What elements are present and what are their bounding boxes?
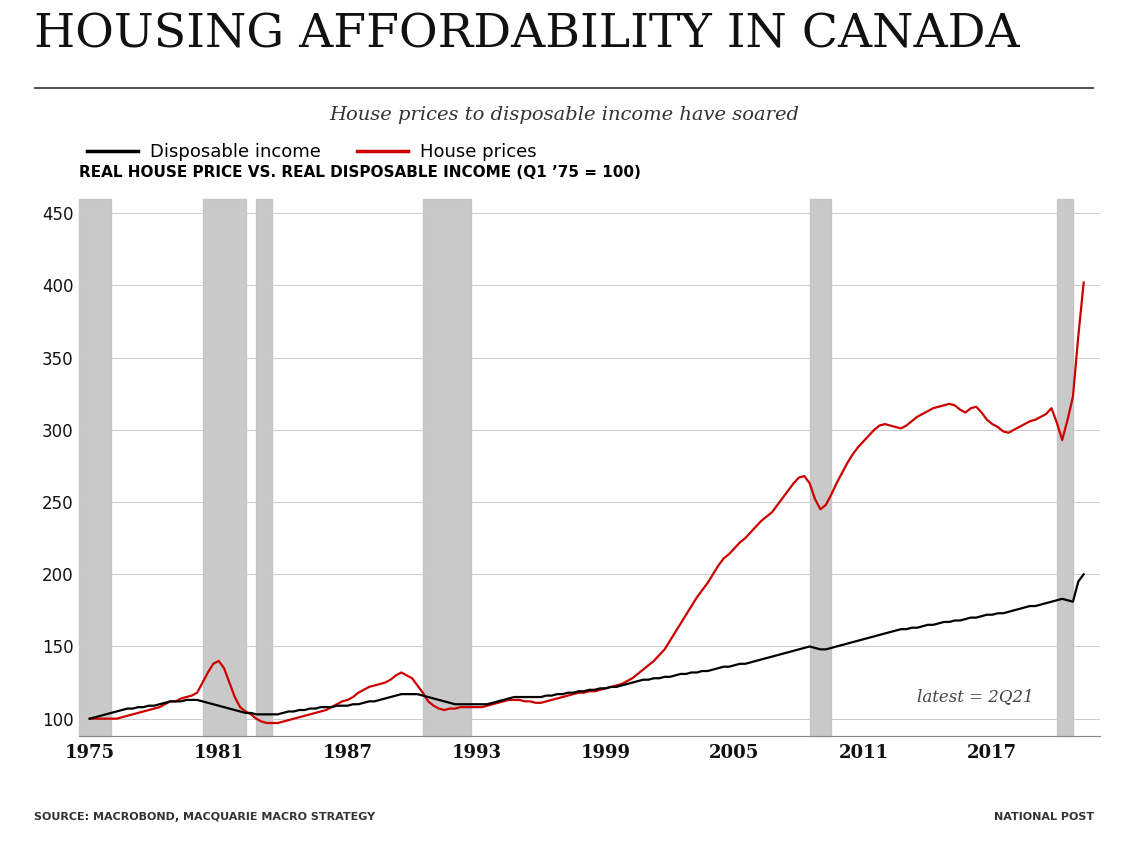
Bar: [79, 199, 112, 736]
Text: latest = 2Q21: latest = 2Q21: [917, 689, 1034, 706]
Bar: [256, 199, 272, 736]
Legend: Disposable income, House prices: Disposable income, House prices: [87, 143, 537, 162]
Bar: [810, 199, 831, 736]
Text: REAL HOUSE PRICE VS. REAL DISPOSABLE INCOME (Q1 ’75 = 100): REAL HOUSE PRICE VS. REAL DISPOSABLE INC…: [79, 165, 641, 180]
Bar: [1057, 199, 1073, 736]
Text: NATIONAL POST: NATIONAL POST: [994, 812, 1094, 822]
Text: SOURCE: MACROBOND, MACQUARIE MACRO STRATEGY: SOURCE: MACROBOND, MACQUARIE MACRO STRAT…: [34, 812, 374, 822]
Text: House prices to disposable income have soared: House prices to disposable income have s…: [329, 106, 799, 124]
Text: HOUSING AFFORDABILITY IN CANADA: HOUSING AFFORDABILITY IN CANADA: [34, 13, 1020, 58]
Bar: [203, 199, 246, 736]
Bar: [423, 199, 472, 736]
